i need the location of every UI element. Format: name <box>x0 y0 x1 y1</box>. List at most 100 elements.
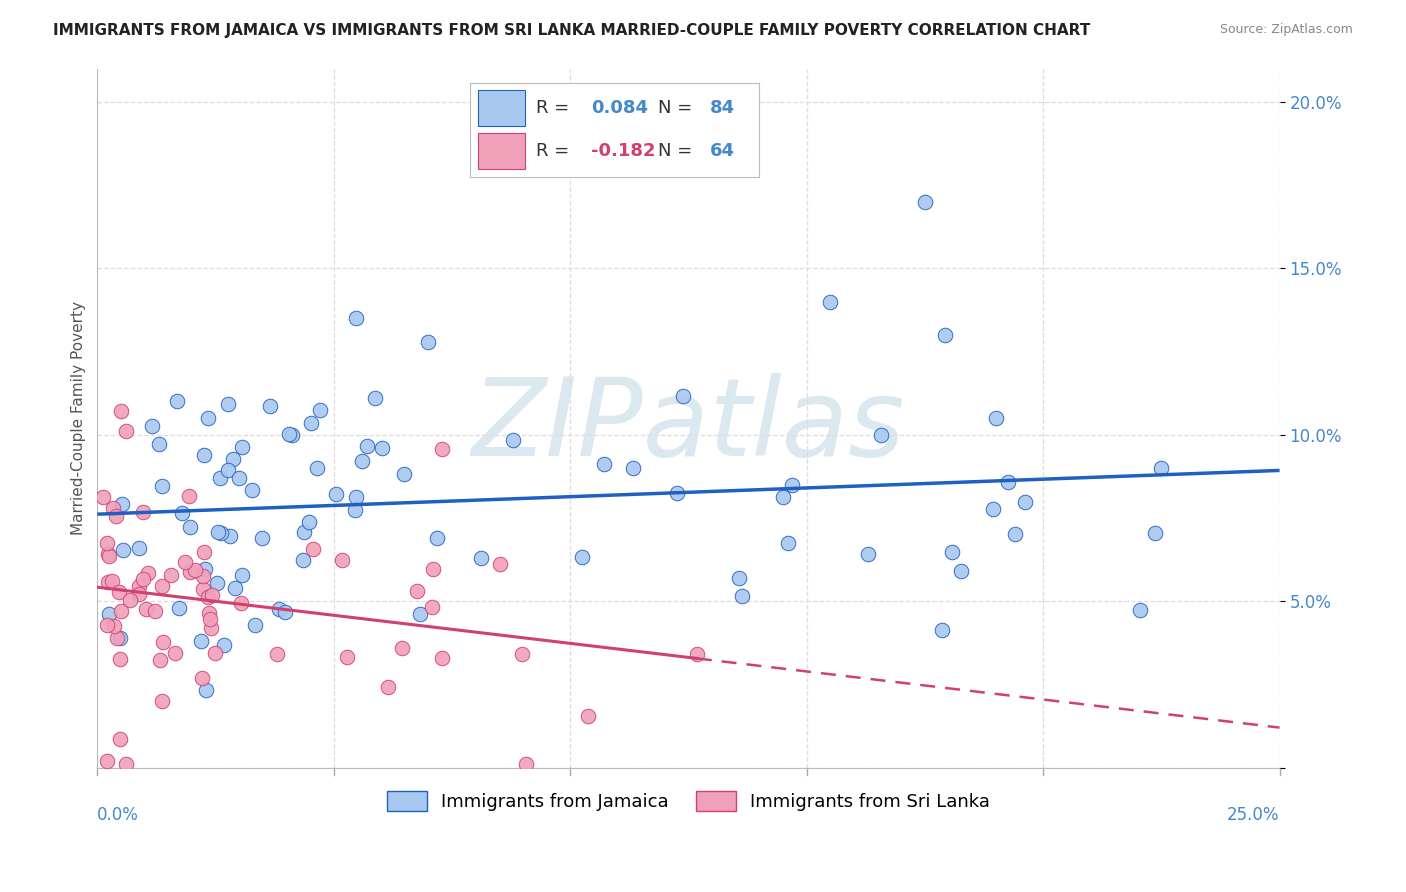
Point <box>132 572 155 586</box>
Point <box>145 604 167 618</box>
Point <box>198 612 221 626</box>
Point <box>104 508 127 523</box>
Point <box>101 500 124 515</box>
Point <box>110 604 132 618</box>
Point <box>132 505 155 519</box>
Point <box>190 634 212 648</box>
Point <box>231 567 253 582</box>
Point <box>190 672 212 686</box>
Point <box>731 589 754 603</box>
Point <box>231 440 253 454</box>
Text: 25.0%: 25.0% <box>1227 806 1279 824</box>
Point <box>344 311 367 326</box>
Point <box>984 411 1007 425</box>
Point <box>96 536 118 550</box>
Point <box>780 478 803 492</box>
Point <box>96 617 118 632</box>
Point <box>931 623 953 637</box>
Point <box>103 619 125 633</box>
Point <box>576 709 599 723</box>
Point <box>194 562 217 576</box>
Point <box>343 503 366 517</box>
Point <box>204 646 226 660</box>
Point <box>370 441 392 455</box>
Point <box>292 524 315 539</box>
Point <box>219 529 242 543</box>
Point <box>150 579 173 593</box>
Point <box>111 497 134 511</box>
Text: Source: ZipAtlas.com: Source: ZipAtlas.com <box>1219 23 1353 37</box>
Point <box>91 490 114 504</box>
Point <box>118 593 141 607</box>
Point <box>167 601 190 615</box>
Point <box>217 463 239 477</box>
Point <box>179 520 201 534</box>
Point <box>165 646 187 660</box>
Point <box>224 581 246 595</box>
Point <box>101 574 124 588</box>
Point <box>207 524 229 539</box>
Point <box>166 394 188 409</box>
Point <box>571 550 593 565</box>
Point <box>177 489 200 503</box>
Point <box>336 649 359 664</box>
Point <box>110 732 132 747</box>
Point <box>1014 494 1036 508</box>
Point <box>997 475 1019 490</box>
Point <box>941 545 963 559</box>
Point <box>298 515 321 529</box>
Point <box>128 541 150 556</box>
Point <box>418 334 440 349</box>
Point <box>136 566 159 580</box>
Point <box>110 652 132 666</box>
Point <box>217 397 239 411</box>
Point <box>1143 526 1166 541</box>
Point <box>240 483 263 498</box>
Point <box>330 553 353 567</box>
Point <box>208 471 231 485</box>
Point <box>201 588 224 602</box>
Point <box>391 641 413 656</box>
Point <box>274 605 297 619</box>
Point <box>193 582 215 597</box>
Point <box>174 555 197 569</box>
Point <box>934 327 956 342</box>
Y-axis label: Married-Couple Family Poverty: Married-Couple Family Poverty <box>72 301 86 535</box>
Point <box>197 606 219 620</box>
Point <box>325 487 347 501</box>
Point <box>470 551 492 566</box>
Point <box>856 547 879 561</box>
Point <box>128 586 150 600</box>
Point <box>356 439 378 453</box>
Legend: Immigrants from Jamaica, Immigrants from Sri Lanka: Immigrants from Jamaica, Immigrants from… <box>380 784 997 818</box>
Point <box>110 404 132 418</box>
Point <box>197 411 219 425</box>
Point <box>193 448 215 462</box>
Point <box>420 599 443 614</box>
Point <box>267 602 290 616</box>
Point <box>502 434 524 448</box>
Point <box>772 490 794 504</box>
Point <box>728 571 751 585</box>
Point <box>250 532 273 546</box>
Point <box>197 591 219 605</box>
Point <box>149 653 172 667</box>
Point <box>308 402 330 417</box>
Point <box>97 549 120 563</box>
Point <box>200 621 222 635</box>
Point <box>510 648 533 662</box>
Point <box>135 602 157 616</box>
Point <box>350 453 373 467</box>
Point <box>266 648 288 662</box>
Point <box>184 563 207 577</box>
Point <box>115 757 138 772</box>
Point <box>981 502 1004 516</box>
Point <box>172 506 194 520</box>
Point <box>406 583 429 598</box>
Point <box>148 437 170 451</box>
Point <box>228 471 250 485</box>
Point <box>820 294 842 309</box>
Point <box>229 596 252 610</box>
Point <box>593 457 616 471</box>
Point <box>114 425 136 439</box>
